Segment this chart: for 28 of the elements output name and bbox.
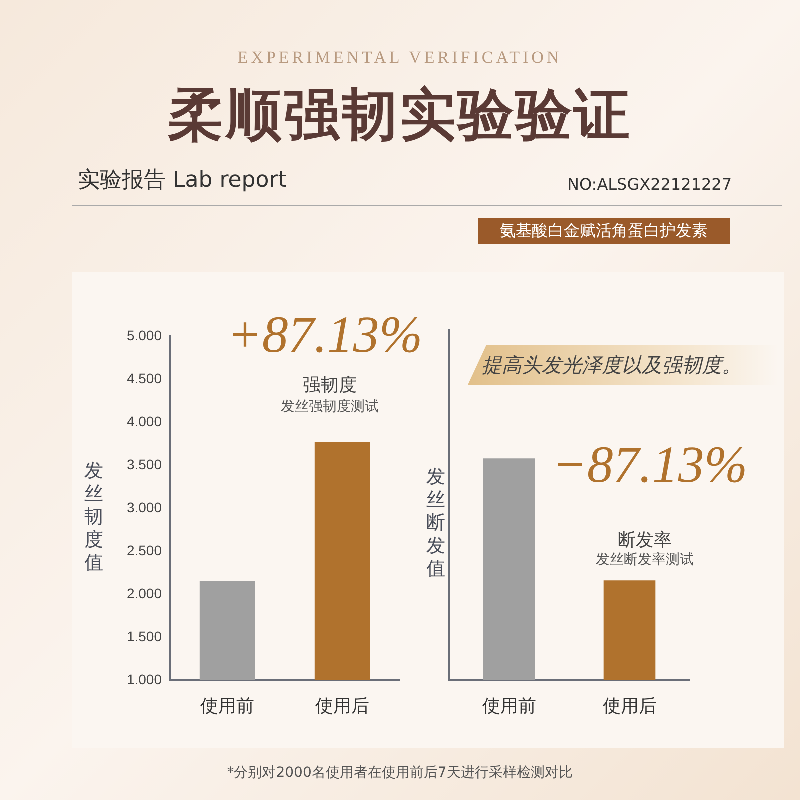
text: 氨基酸白金赋活角蛋白护发素 [478,218,730,244]
annotation: 强韧度 [303,374,357,397]
y-tick-label: 3.000 [126,499,162,516]
x-tick-label: 使用后 [316,696,370,716]
x-tick-label: 使用后 [602,696,657,716]
text: 实验报告 Lab report [78,167,287,195]
annotation: +87.13% [227,306,423,365]
text: 提高头发光泽度以及强韧度。 [468,345,778,385]
y-tick-label: 1.500 [126,628,162,644]
y-tick-label: 1.000 [126,671,162,688]
annotation: −87.13% [552,436,748,495]
y-tick-label: 4.500 [126,370,162,386]
y-tick-label: 4.000 [126,413,162,430]
y-tick-label: 5.000 [126,327,162,344]
y-axis-title: 发丝韧度值 [84,460,104,575]
chart-title: 柔顺强韧实验验证 [168,82,632,150]
text: *分别对2000名使用者在使用前后7天进行采样检测对比 [227,764,573,782]
y-tick-label: 2.000 [126,585,162,602]
text: NO:ALSGX22121227 [568,175,732,194]
y-tick-label: 3.500 [126,456,162,472]
chart-subtitle: EXPERIMENTAL VERIFICATION [238,48,562,68]
annotation: 发丝强韧度测试 [281,398,379,416]
y-tick-label: 2.500 [126,542,162,558]
annotation: 断发率 [618,529,672,552]
annotation: 发丝断发率测试 [596,551,694,569]
x-tick-label: 使用前 [482,696,536,716]
x-tick-label: 使用前 [200,696,254,716]
y-axis-title: 发丝断发值 [426,466,446,581]
